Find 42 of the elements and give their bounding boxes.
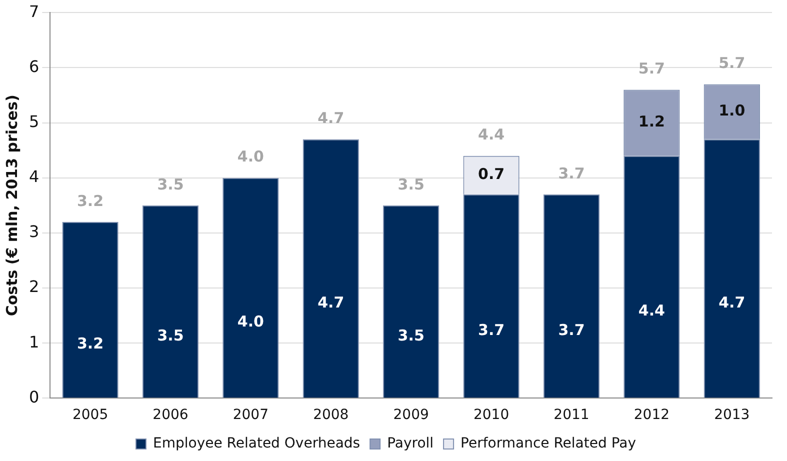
data-label: 3.7 [558,320,585,339]
total-label: 4.4 [478,126,505,144]
data-label: 1.2 [638,112,665,131]
data-label: 4.0 [237,312,264,331]
data-label: 3.7 [478,320,505,339]
y-axis-title: Costs (€ mln, 2013 prices) [2,94,21,316]
total-label: 5.7 [718,54,746,72]
y-tick-label: 7 [28,2,40,21]
total-label: 4.7 [318,109,344,128]
x-tick-label: 2011 [554,407,590,424]
total-label: 3.5 [398,175,424,194]
x-tick-label: 2008 [313,407,349,424]
data-label: 3.5 [157,326,184,344]
total-label: 5.7 [638,60,665,78]
x-tick-label: 2007 [232,407,269,424]
y-tick-label: 1 [28,332,40,352]
data-label: 1.0 [718,102,746,120]
data-label: 4.7 [318,293,344,312]
y-tick-label: 4 [28,167,40,186]
legend-label: Performance Related Pay [460,436,636,452]
y-tick-label: 6 [28,56,40,76]
total-label: 3.7 [558,164,585,182]
x-tick-label: 2010 [473,407,510,424]
data-label: 4.7 [718,293,746,312]
data-label: 0.7 [478,164,505,183]
legend-label: Payroll [387,436,434,452]
x-tick-label: 2005 [72,407,108,424]
x-tick-label: 2012 [634,407,670,424]
total-label: 3.2 [76,192,104,210]
x-tick-label: 2009 [393,407,429,424]
data-label: 3.2 [76,334,104,353]
y-tick-label: 2 [28,277,40,296]
total-label: 3.5 [157,175,184,194]
data-label: 3.5 [398,326,424,344]
y-tick-label: 5 [28,112,40,131]
x-tick-label: 2006 [152,407,188,424]
data-label: 4.4 [638,302,665,320]
legend-label: Employee Related Overheads [152,436,360,452]
y-tick-label: 0 [28,387,40,406]
y-tick-label: 3 [28,222,40,242]
total-label: 4.0 [237,148,264,166]
x-tick-label: 2013 [714,407,750,424]
